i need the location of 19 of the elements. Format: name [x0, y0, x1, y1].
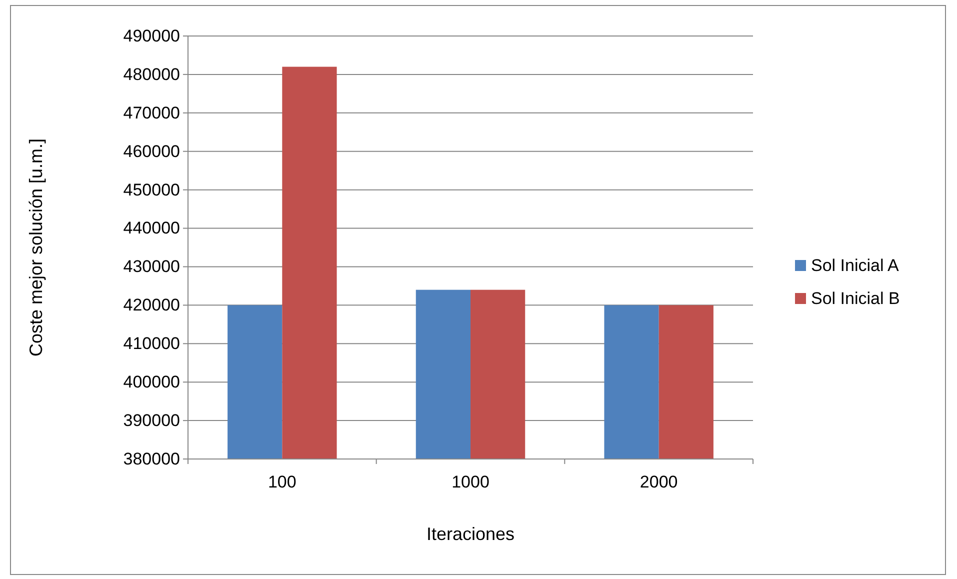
y-tick-label: 460000	[123, 142, 180, 161]
y-tick-label: 470000	[123, 103, 180, 122]
y-tick-label: 390000	[123, 410, 180, 430]
x-axis-title: Iteraciones	[426, 524, 515, 544]
y-axis-title: Coste mejor solución [u.m.]	[26, 138, 46, 357]
y-tick-label: 410000	[123, 334, 180, 354]
y-tick-label: 440000	[123, 218, 180, 238]
y-tick-label: 430000	[123, 257, 180, 276]
y-tick-label: 450000	[123, 180, 180, 200]
x-tick-label: 100	[268, 472, 296, 492]
y-tick-label: 480000	[123, 64, 180, 84]
y-tick-label: 420000	[123, 296, 180, 315]
legend-label: Sol Inicial B	[811, 289, 900, 308]
y-tick-label: 380000	[123, 449, 180, 468]
legend-label: Sol Inicial A	[811, 256, 900, 275]
y-tick-label: 490000	[123, 26, 180, 46]
x-tick-label: 1000	[452, 472, 490, 492]
y-tick-label: 400000	[123, 372, 180, 392]
x-tick-label: 2000	[640, 472, 678, 492]
